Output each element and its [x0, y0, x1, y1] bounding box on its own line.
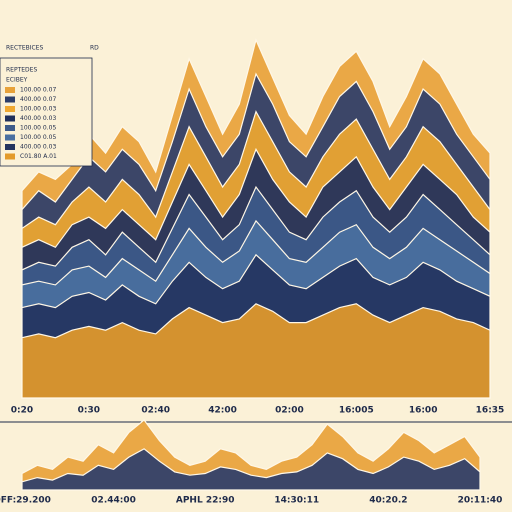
legend-label: 100.00 0.07: [20, 87, 56, 94]
x-tick-label: 02:00: [275, 406, 304, 416]
x-tick-label: 02.44:00: [91, 496, 136, 506]
legend-swatch: [5, 96, 15, 103]
x-tick-label: 20:11:40: [458, 496, 503, 506]
area: [21, 303, 491, 399]
legend-label: 100.00 0.05: [20, 134, 56, 141]
main-plot: 0:20 0:30 02:40 42:00 02:00 16:005 16:00 16:35: [11, 38, 505, 416]
x-tick-label: 02:40: [141, 406, 170, 416]
legend-swatch: [5, 144, 15, 150]
legend-swatch: [5, 87, 15, 93]
area: [21, 448, 481, 491]
x-tick-label: 14:30:11: [274, 496, 319, 506]
x-tick-label: 16:005: [339, 406, 374, 416]
legend-label: 100.00 0.05: [20, 125, 56, 132]
legend-label: 400.00 0.03: [20, 144, 56, 151]
legend-title: REPTEDES: [6, 67, 37, 74]
legend-swatch: [5, 106, 15, 112]
x-tick-label: 16:00: [409, 406, 438, 416]
sub-plot: OFF:29.200 02.44:00 APHL 22:90 14:30:11 40:2…: [0, 419, 503, 506]
x-tick-label: 0:30: [78, 406, 100, 416]
legend-subtitle: ECIBEY: [6, 77, 28, 84]
legend-box: [0, 57, 93, 167]
legend-label: 100.00 0.03: [20, 106, 56, 113]
legend-swatch: [5, 125, 15, 131]
header: RECTEBICES: [6, 45, 43, 52]
legend-label: C01.80 A.01: [20, 153, 57, 160]
x-tick-label: 16:35: [476, 406, 505, 416]
header-note: RD: [90, 45, 99, 52]
legend-swatch: [5, 153, 15, 160]
x-tick-label: OFF:29.200: [0, 496, 51, 506]
x-tick-label: 40:20.2: [369, 496, 407, 506]
legend-label: 400.00 0.07: [20, 96, 56, 103]
x-tick-label: 0:20: [11, 406, 33, 416]
legend-swatch: [5, 115, 15, 122]
legend-label: 400.00 0.03: [20, 115, 56, 122]
x-tick-label: 42:00: [208, 406, 237, 416]
legend-swatch: [5, 134, 15, 141]
x-tick-label: APHL 22:90: [176, 496, 235, 506]
legend: 100.00 0.07 400.00 0.07 100.00 0.03 400.00 …: [5, 87, 57, 160]
